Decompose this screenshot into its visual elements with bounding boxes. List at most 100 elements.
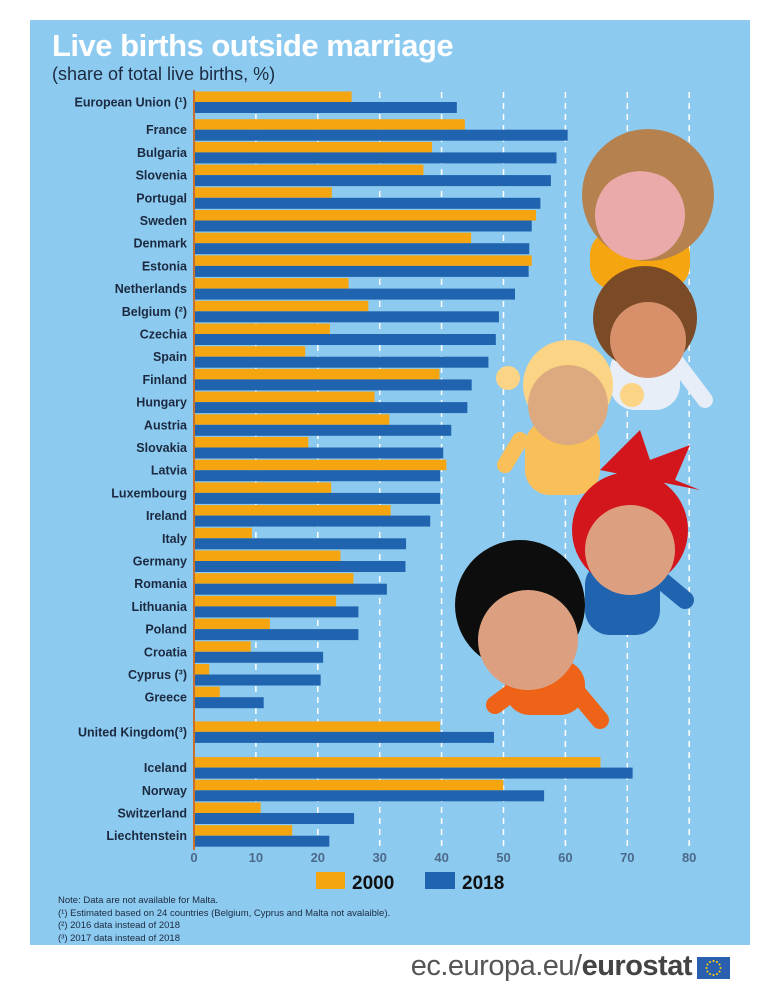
bar-2018 <box>195 583 387 595</box>
category-label: Slovakia <box>136 441 188 455</box>
category-label: Switzerland <box>118 807 187 821</box>
category-label: Czechia <box>140 328 188 342</box>
legend-label-2000: 2000 <box>352 873 394 894</box>
category-label: Romania <box>134 577 188 591</box>
flag-star <box>712 960 715 962</box>
legend-swatch-2000 <box>316 872 345 889</box>
bar-2018 <box>195 767 633 779</box>
source-footer[interactable]: ec.europa.eu/eurostat <box>410 950 693 983</box>
category-label: Latvia <box>151 464 188 478</box>
bar-2000 <box>195 664 210 675</box>
bar-2000 <box>195 618 270 630</box>
category-label: Sweden <box>140 214 187 228</box>
bar-2000 <box>195 573 354 584</box>
category-label: Austria <box>144 418 188 432</box>
category-label: Finland <box>143 373 187 387</box>
x-tick-label: 70 <box>620 850 634 865</box>
bar-2000 <box>195 278 349 289</box>
bar-2000 <box>195 595 337 607</box>
bar-2000 <box>195 391 375 403</box>
bar-2000 <box>195 141 433 153</box>
x-tick-label: 80 <box>682 850 696 865</box>
bar-2018 <box>195 813 355 824</box>
bar-2000 <box>195 368 440 380</box>
note-line: Note: Data are not available for Malta. <box>58 895 219 906</box>
bar-2018 <box>195 515 431 527</box>
category-label: Poland <box>145 623 187 637</box>
category-labels: European Union (¹) France Bulgaria Slovenia… <box>75 96 189 844</box>
bar-2000 <box>195 686 220 698</box>
bar-2018 <box>195 651 324 663</box>
category-label: Denmark <box>134 237 188 251</box>
bar-2000 <box>195 300 369 312</box>
category-label: Croatia <box>144 645 188 659</box>
flag-star <box>719 967 722 969</box>
x-tick-label: 30 <box>372 850 386 865</box>
bar-2018 <box>195 629 359 641</box>
bar-2000 <box>195 437 309 448</box>
category-label: Lithuania <box>131 600 188 614</box>
bar-2000 <box>195 255 532 266</box>
x-tick-label: 20 <box>311 850 325 865</box>
category-label: Cyprus (³) <box>128 668 187 682</box>
child-face <box>595 170 685 260</box>
bar-2018 <box>195 674 321 686</box>
flag-star <box>709 960 711 963</box>
bar-2000 <box>195 802 261 813</box>
bar-2018 <box>195 790 545 802</box>
bar-2000 <box>195 164 424 176</box>
bar-2000 <box>195 825 293 836</box>
category-label: Slovenia <box>136 169 188 183</box>
category-label: Luxembourg <box>111 486 187 500</box>
flag-star <box>718 963 721 966</box>
bar-2018 <box>195 402 468 414</box>
category-label: Liechtenstein <box>106 829 187 843</box>
bar-2018 <box>195 447 444 459</box>
bar-2018 <box>195 175 551 187</box>
bar-2000 <box>195 641 251 652</box>
bar-2018 <box>195 288 516 300</box>
flag-star <box>706 970 709 973</box>
bar-2018 <box>195 197 541 209</box>
bar-2000 <box>195 721 441 732</box>
category-label: Estonia <box>142 259 188 273</box>
category-label: Portugal <box>136 191 187 205</box>
flag-star <box>705 967 708 969</box>
note-line: (¹) Estimated based on 24 countries (Bel… <box>58 907 391 919</box>
note-line: (²) 2016 data instead of 2018 <box>58 920 181 931</box>
legend: 2000 2018 <box>316 872 504 894</box>
footer-brand: eurostat <box>581 950 693 982</box>
bars <box>195 91 633 847</box>
x-tick-label: 0 <box>190 850 197 865</box>
bar-2018 <box>195 102 457 113</box>
flag-star <box>716 973 718 976</box>
bar-2018 <box>195 606 359 618</box>
bar-2018 <box>195 492 441 504</box>
note-line: (³) 2017 data instead of 2018 <box>58 932 181 944</box>
flag-star <box>706 963 709 966</box>
bar-2018 <box>195 220 532 232</box>
category-label: Norway <box>142 784 187 798</box>
footer-domain: ec.europa.eu/ <box>410 950 582 982</box>
bar-2018 <box>195 152 557 164</box>
chart-subtitle: (share of total live births, %) <box>52 64 276 84</box>
children-illustration <box>455 129 714 729</box>
category-label: Italy <box>162 532 187 546</box>
category-label: Belgium (²) <box>122 305 187 319</box>
bar-2018 <box>195 538 407 550</box>
bar-2000 <box>195 550 341 561</box>
flag-star <box>709 973 711 976</box>
child-face <box>478 590 578 690</box>
bar-2018 <box>195 731 494 743</box>
bar-2000 <box>195 91 352 102</box>
category-label: Greece <box>145 691 187 705</box>
bar-2018 <box>195 697 264 709</box>
bar-2000 <box>195 323 330 334</box>
legend-swatch-2018 <box>425 872 455 889</box>
bar-2000 <box>195 527 252 539</box>
chart-title: Live births outside marriage <box>52 28 454 63</box>
bar-2000 <box>195 119 465 130</box>
category-label: European Union (¹) <box>75 96 188 110</box>
bar-2018 <box>195 835 330 847</box>
